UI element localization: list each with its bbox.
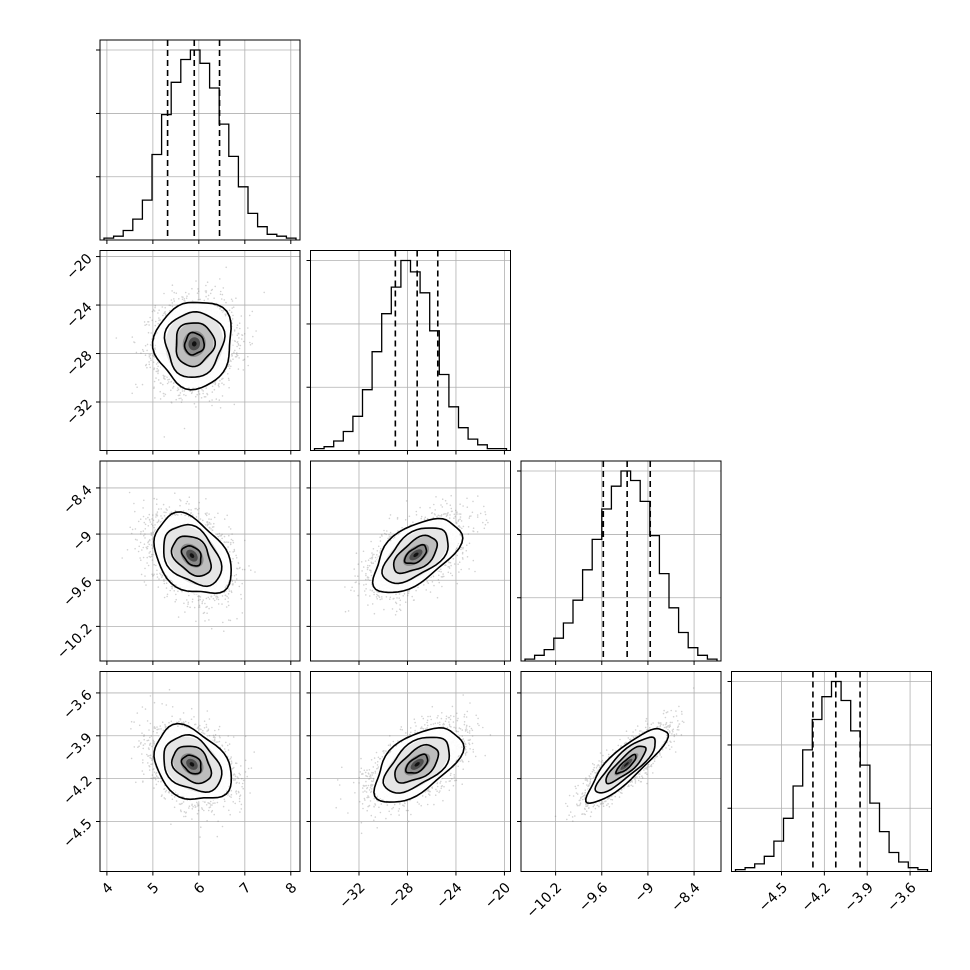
histogram-2 <box>524 470 718 661</box>
panel-content <box>130 688 256 838</box>
contour-line <box>615 753 637 775</box>
density-panel-2-0: −10.2 −9.6 −9 −8.4 <box>54 460 301 665</box>
panel-content <box>344 494 489 616</box>
contour-line <box>392 534 439 575</box>
x-tick-label: 4 <box>99 880 117 898</box>
histogram-0 <box>103 49 297 240</box>
hist-panel-1 <box>306 250 511 455</box>
x-tick-label: 5 <box>145 880 163 898</box>
contour-line <box>163 523 223 588</box>
axes-frame <box>99 39 301 241</box>
contour-line <box>381 527 449 585</box>
y-tick-label: −24 <box>63 299 95 331</box>
axes-frame <box>310 460 511 662</box>
axes-frame <box>99 671 301 872</box>
x-tick-label: −4.5 <box>756 880 791 915</box>
x-tick-label: −8.4 <box>668 880 703 915</box>
y-tick-label: −4.2 <box>60 773 95 808</box>
y-tick-label: −28 <box>63 348 95 380</box>
axes-frame <box>310 250 511 451</box>
x-tick-label: −4.2 <box>799 880 834 915</box>
contour-line <box>170 535 213 577</box>
x-tick-label: −10.2 <box>524 880 566 922</box>
hist-panel-0 <box>96 39 301 244</box>
corner-panels: −4.5 −4.2 −3.9 −3.6−32−28−24−20−10.2−9.6−9−… <box>54 39 932 922</box>
contour-line <box>373 726 465 803</box>
panel-content <box>115 266 266 438</box>
contour-line <box>403 543 428 565</box>
hist-panel-2 <box>517 460 722 665</box>
x-tick-label: −3.6 <box>884 880 919 915</box>
y-tick-label: −9.6 <box>60 575 95 610</box>
y-tick-label: −10.2 <box>54 621 96 663</box>
x-tick-label: −9 <box>632 880 658 906</box>
histogram-1 <box>313 259 508 451</box>
x-tick-label: −9.6 <box>576 880 611 915</box>
contour-line <box>605 745 647 785</box>
y-tick-label: −20 <box>63 251 95 283</box>
contour-line <box>183 331 205 356</box>
density-panel-3-2: −10.2 −9.6 −9 −8.4 <box>517 671 722 922</box>
x-tick-label: −3.9 <box>841 880 876 915</box>
x-tick-label: −24 <box>433 880 465 912</box>
x-tick-label: −20 <box>482 880 514 912</box>
axes-frame <box>520 671 722 872</box>
histogram-3 <box>734 680 929 872</box>
density-fill <box>189 762 195 767</box>
y-tick-label: −3.9 <box>60 730 95 765</box>
density-panel-1-0: −32 −28 −24 −20 <box>63 250 301 455</box>
x-tick-label: −32 <box>336 880 368 912</box>
contour-line <box>382 736 451 794</box>
contour-line <box>163 733 223 794</box>
contour-line <box>163 310 226 379</box>
contour-line <box>584 727 670 805</box>
axes-frame <box>310 671 511 872</box>
contour-line <box>175 322 216 368</box>
contour-line <box>180 544 202 567</box>
contour-line <box>594 736 656 794</box>
y-tick-label: −8.4 <box>60 482 95 517</box>
hist-panel-3: −4.5 −4.2 −3.9 −3.6 <box>727 671 932 915</box>
x-tick-label: 8 <box>283 880 301 898</box>
contour-line <box>180 754 202 775</box>
density-panel-2-1 <box>306 460 511 665</box>
y-tick-label: −3.6 <box>60 687 95 722</box>
x-tick-label: −28 <box>385 880 417 912</box>
axes-frame <box>520 460 722 662</box>
density-fill <box>414 762 420 767</box>
density-fill <box>413 552 419 558</box>
axes-frame <box>99 250 301 451</box>
density-fill <box>191 341 197 347</box>
density-panel-3-0: 4 5 6 7 8 −4.5 −4.2 −3.9 −3.6 <box>60 671 301 898</box>
contour-line <box>394 743 440 784</box>
panel-content <box>335 694 492 835</box>
density-fill <box>189 553 195 559</box>
density-panel-3-1: −32 −28 −24 −20 <box>306 671 514 912</box>
contour-line <box>170 745 213 785</box>
x-tick-label: 7 <box>237 880 255 898</box>
axes-frame <box>731 671 932 872</box>
contour-line <box>153 722 233 801</box>
y-tick-label: −4.5 <box>60 816 95 851</box>
x-tick-label: 6 <box>191 880 209 898</box>
panel-content <box>121 491 256 632</box>
y-tick-label: −9 <box>70 528 96 554</box>
contour-line <box>151 301 232 391</box>
contour-line <box>153 511 233 595</box>
density-fill <box>623 762 629 767</box>
panel-content <box>554 687 695 822</box>
axes-frame <box>99 460 301 662</box>
contour-line <box>405 753 429 774</box>
y-tick-label: −32 <box>63 396 95 428</box>
contour-line <box>371 517 464 594</box>
